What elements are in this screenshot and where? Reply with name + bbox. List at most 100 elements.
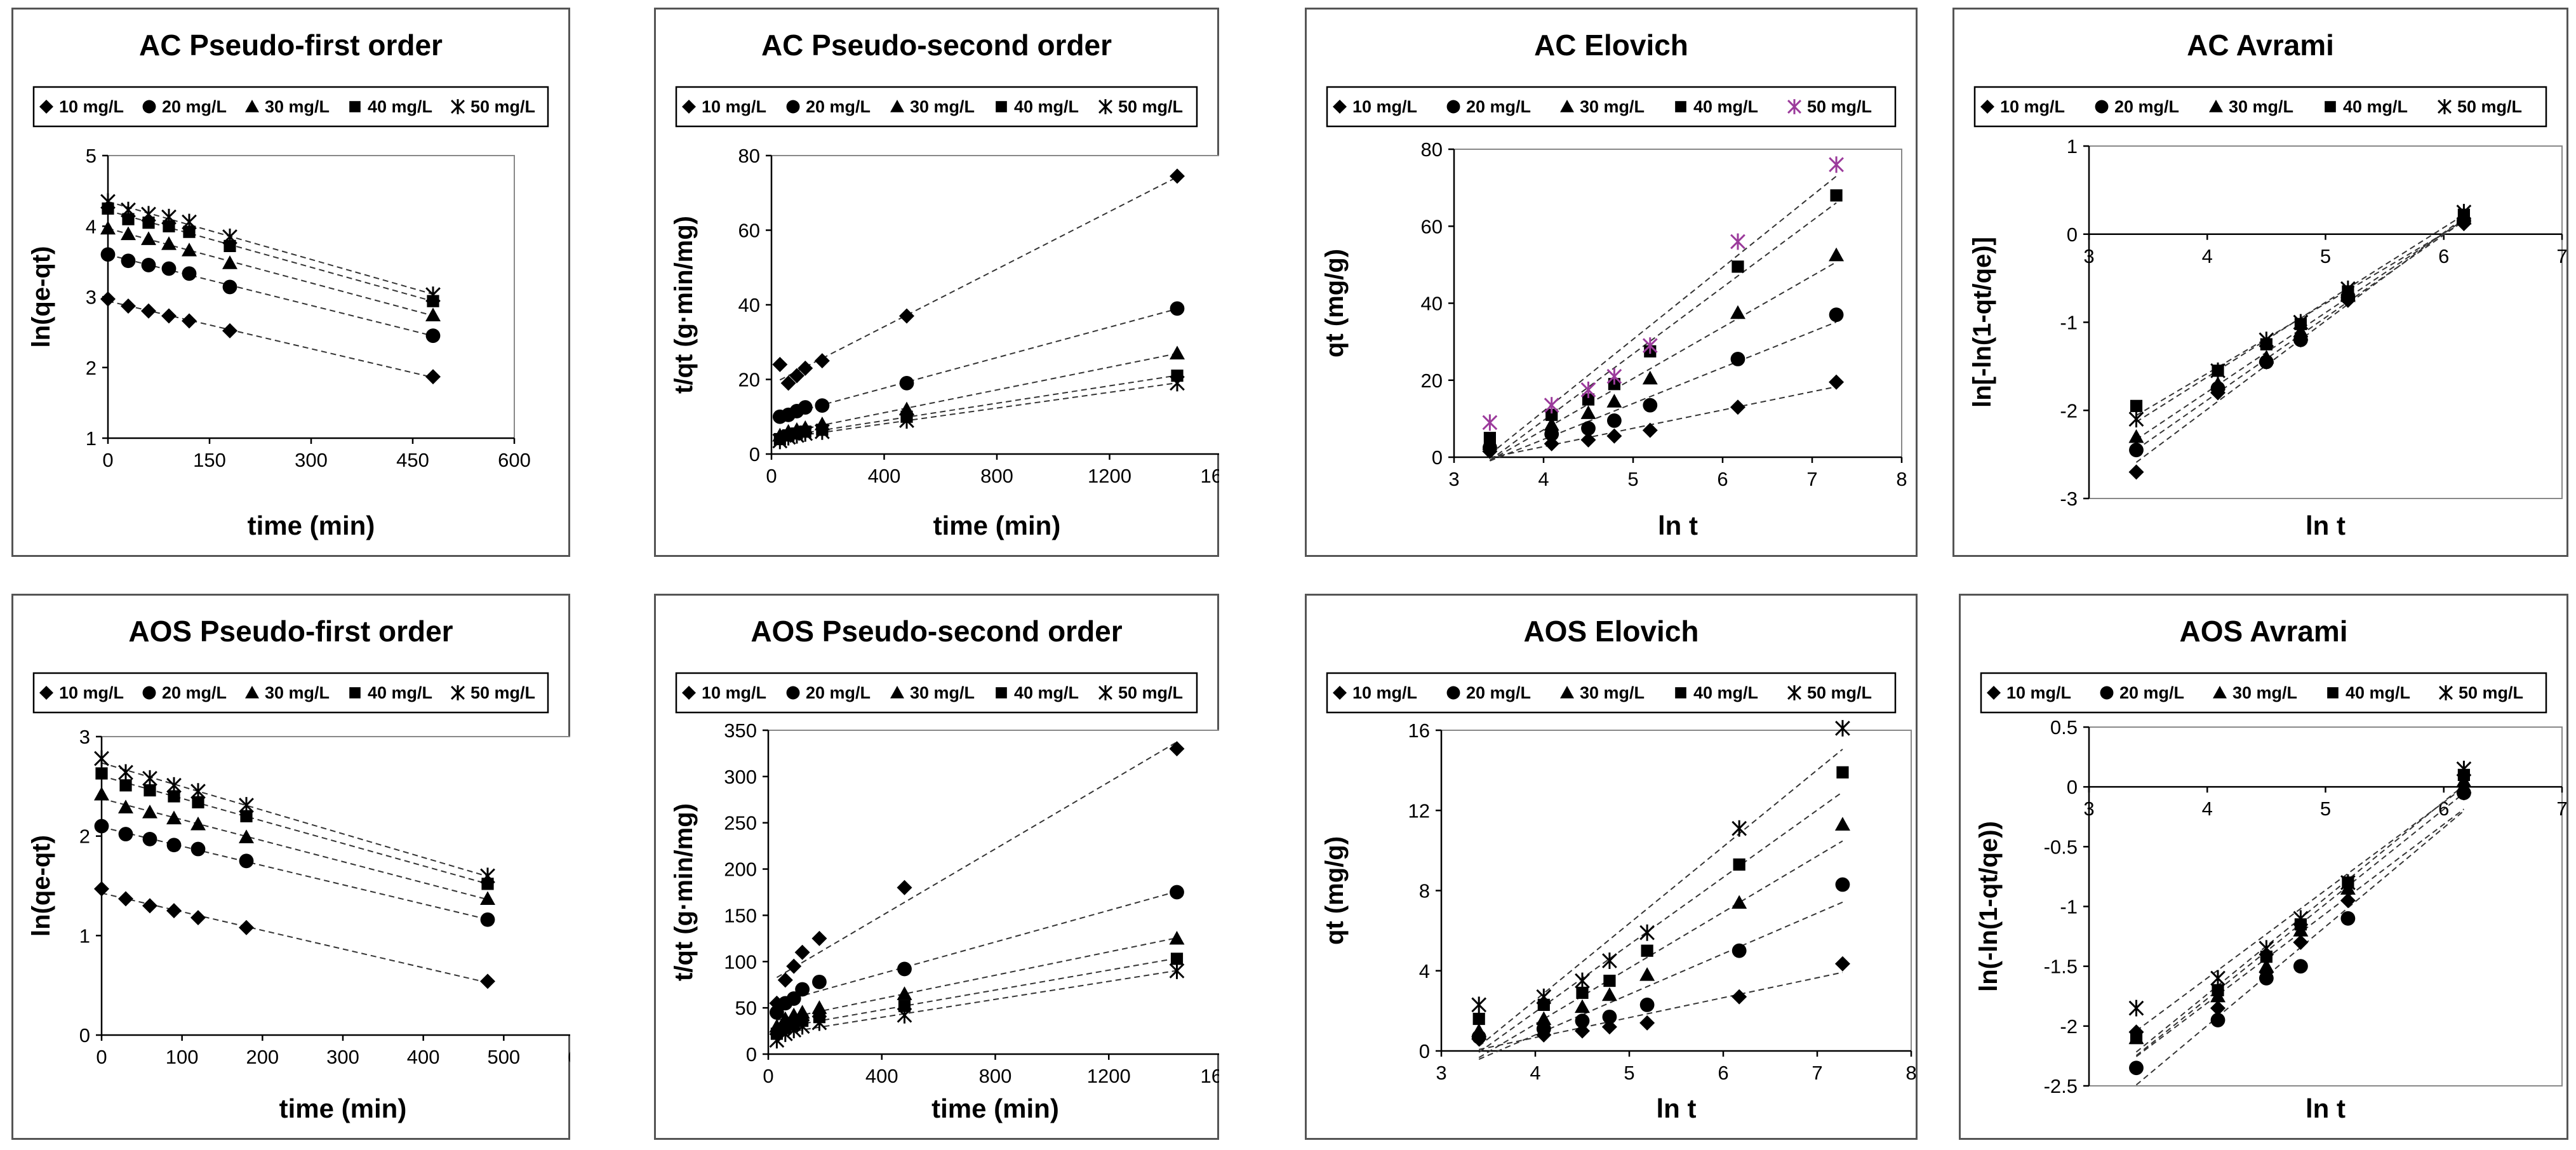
data-point xyxy=(2210,1000,2226,1016)
data-point xyxy=(2129,443,2144,458)
plot-area xyxy=(771,155,1219,455)
y-tick-label: -1 xyxy=(2060,896,2078,918)
legend-marker xyxy=(1098,685,1112,700)
data-point xyxy=(141,206,156,223)
legend-marker xyxy=(2327,687,2339,699)
data-point xyxy=(1829,247,1845,262)
data-point xyxy=(1642,337,1658,354)
data-point xyxy=(1835,877,1850,892)
chart-legend: 10 mg/L 20 mg/L 30 mg/L 40 mg/L 50 mg/L xyxy=(32,672,549,714)
data-point xyxy=(118,891,133,907)
data-point xyxy=(1732,820,1747,837)
fit-line xyxy=(2135,787,2465,1032)
data-point xyxy=(141,231,156,245)
plot-area xyxy=(1453,149,1902,458)
data-point xyxy=(1170,885,1184,900)
data-point xyxy=(1544,417,1559,431)
legend-label: 20 mg/L xyxy=(806,683,871,702)
y-tick-label: 40 xyxy=(738,294,760,316)
data-point xyxy=(190,816,206,831)
x-tick-label: 4 xyxy=(1530,1062,1540,1084)
data-point xyxy=(899,412,914,429)
legend-label: 20 mg/L xyxy=(1466,97,1531,116)
x-tick-label: 8 xyxy=(1896,468,1907,490)
data-point xyxy=(166,810,182,825)
data-point xyxy=(2128,1000,2144,1017)
legend-label: 30 mg/L xyxy=(1580,683,1645,702)
legend-marker xyxy=(245,686,259,699)
fit-line xyxy=(1489,175,1837,455)
plot-area xyxy=(107,155,515,439)
legend-marker xyxy=(1675,101,1686,112)
data-point xyxy=(2340,893,2356,909)
legend-marker xyxy=(890,100,904,112)
fit-line xyxy=(1478,749,1843,1047)
data-point xyxy=(94,786,109,801)
y-tick-label: 0 xyxy=(749,443,760,465)
data-point xyxy=(100,247,116,262)
data-point xyxy=(797,425,813,442)
y-tick-label: 0 xyxy=(2067,224,2078,246)
x-tick-label: 6 xyxy=(1717,468,1728,490)
chart-panel: AC Elovich 10 mg/L 20 mg/L 30 mg/L 40 mg/L 50… xyxy=(1305,8,1918,557)
y-tick-label: -2.5 xyxy=(2044,1075,2078,1097)
data-point xyxy=(1580,405,1596,419)
x-tick-label: 7 xyxy=(1812,1062,1822,1084)
data-point xyxy=(142,831,157,846)
x-tick-label: 500 xyxy=(487,1046,520,1068)
legend-marker xyxy=(245,100,259,112)
chart-panel: AOS Avrami 10 mg/L 20 mg/L 30 mg/L 40 mg/L 50… xyxy=(1959,594,2568,1140)
fit-line xyxy=(777,970,1177,1035)
data-point xyxy=(2259,940,2274,957)
data-point xyxy=(1732,895,1747,909)
legend-marker xyxy=(1675,687,1686,699)
x-tick-label: 300 xyxy=(295,449,328,471)
data-point xyxy=(94,881,109,897)
data-point xyxy=(897,961,912,977)
data-point xyxy=(786,958,802,974)
data-point xyxy=(166,838,182,853)
y-tick-label: 200 xyxy=(724,859,757,881)
data-point xyxy=(480,867,495,885)
data-point xyxy=(2340,280,2356,297)
data-point xyxy=(240,810,253,822)
data-point xyxy=(1602,953,1617,969)
legend-label: 50 mg/L xyxy=(470,683,535,702)
data-point xyxy=(2456,204,2472,221)
legend-label: 30 mg/L xyxy=(2229,97,2293,116)
x-axis-label: time (min) xyxy=(933,511,1061,540)
data-point xyxy=(2212,984,2224,996)
y-tick-label: 150 xyxy=(724,904,757,926)
data-point xyxy=(94,750,109,767)
fit-line xyxy=(2135,221,2464,417)
x-tick-label: 0 xyxy=(102,449,113,471)
legend-marker xyxy=(2325,101,2336,112)
data-point xyxy=(1602,1009,1617,1024)
legend-label: 50 mg/L xyxy=(2457,97,2522,116)
data-point xyxy=(1829,307,1844,323)
data-point xyxy=(94,819,109,834)
data-point xyxy=(1601,1019,1617,1035)
data-point xyxy=(1642,422,1658,438)
legend-label: 20 mg/L xyxy=(2114,97,2179,116)
legend-label: 20 mg/L xyxy=(806,97,871,116)
data-point xyxy=(1835,719,1850,737)
y-tick-label: -1.5 xyxy=(2044,956,2078,978)
data-point xyxy=(1834,817,1850,831)
data-point xyxy=(794,944,810,960)
legend-label: 20 mg/L xyxy=(162,97,227,116)
plot-area xyxy=(2088,145,2563,499)
legend-label: 50 mg/L xyxy=(1807,683,1872,702)
fit-line xyxy=(777,958,1177,1029)
legend-marker xyxy=(142,686,156,700)
data-point xyxy=(1581,421,1596,436)
data-point xyxy=(1639,998,1655,1012)
legend-label: 10 mg/L xyxy=(702,97,766,116)
data-point xyxy=(2260,951,2272,963)
chart-legend: 10 mg/L 20 mg/L 30 mg/L 40 mg/L 50 mg/L xyxy=(675,672,1198,714)
data-point xyxy=(1544,397,1559,414)
legend-marker xyxy=(349,101,361,112)
data-point xyxy=(899,308,914,324)
data-point xyxy=(425,328,441,344)
